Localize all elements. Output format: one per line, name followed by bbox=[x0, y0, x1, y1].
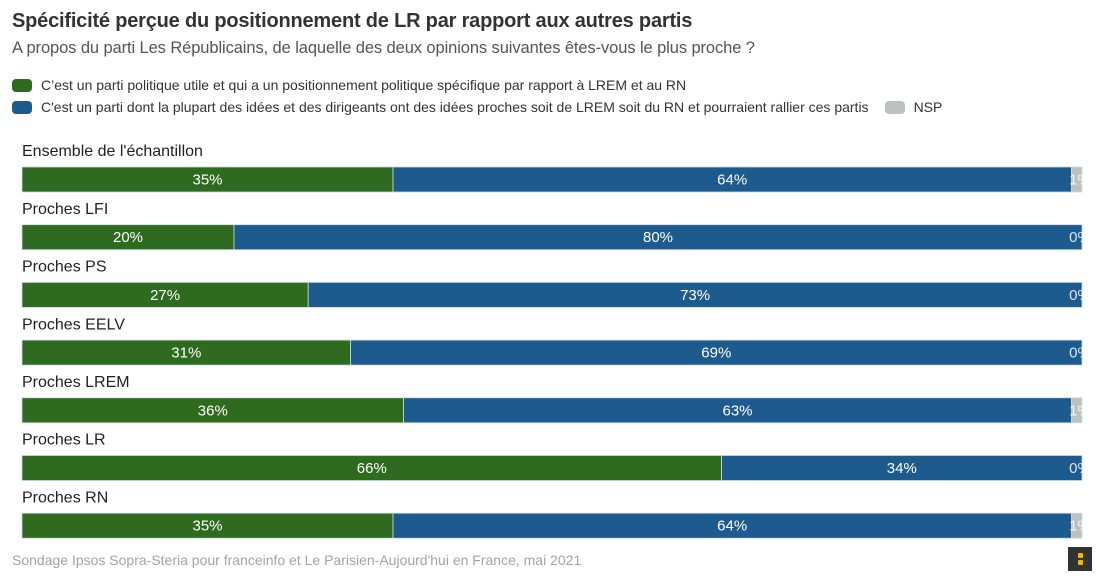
category-label: Proches PS bbox=[22, 259, 106, 276]
bar-row-proches-lr: Proches LR 66% 34% 0% bbox=[21, 432, 1091, 481]
legend-row-2: C'est un parti dont la plupart des idées… bbox=[12, 96, 958, 118]
data-label-proches-lrem-rn: 80% bbox=[643, 229, 673, 246]
bar-row-proches-lrem: Proches LREM 36% 63% 1% bbox=[21, 374, 1091, 424]
legend-swatch-grey bbox=[884, 100, 905, 114]
legend-label: C’est un parti politique utile et qui a … bbox=[41, 77, 687, 93]
bar-segment-utile[interactable] bbox=[21, 339, 352, 366]
legend-item-utile[interactable]: C’est un parti politique utile et qui a … bbox=[12, 77, 686, 93]
bar-segment-proches-lrem-rn[interactable] bbox=[392, 512, 1072, 539]
bar-segment-utile[interactable] bbox=[21, 224, 235, 251]
bar-segment-proches-lrem-rn[interactable] bbox=[350, 339, 1083, 366]
chart-title: Spécificité perçue du positionnement de … bbox=[12, 10, 693, 32]
category-label: Ensemble de l'échantillon bbox=[22, 143, 203, 160]
logo-dot bbox=[1077, 560, 1083, 565]
data-label-proches-lrem-rn: 64% bbox=[717, 518, 747, 535]
legend-item-nsp[interactable]: NSP bbox=[884, 99, 943, 115]
data-label-utile: 31% bbox=[171, 345, 201, 362]
category-label: Proches LR bbox=[22, 432, 106, 449]
data-label-proches-lrem-rn: 64% bbox=[717, 171, 747, 188]
bar-segment-utile[interactable] bbox=[21, 512, 394, 539]
legend-item-proches[interactable]: C'est un parti dont la plupart des idées… bbox=[12, 99, 869, 115]
data-label-nsp: 0% bbox=[1069, 460, 1091, 477]
legend: C’est un parti politique utile et qui a … bbox=[12, 74, 958, 118]
category-label: Proches RN bbox=[22, 489, 108, 506]
bar-segment-proches-lrem-rn[interactable] bbox=[233, 224, 1083, 251]
logo-dot bbox=[1077, 553, 1083, 558]
legend-swatch-blue bbox=[12, 100, 32, 114]
bar-segment-proches-lrem-rn[interactable] bbox=[307, 281, 1083, 308]
data-label-proches-lrem-rn: 73% bbox=[680, 287, 710, 304]
data-label-utile: 35% bbox=[192, 518, 222, 535]
bar-row-proches-rn: Proches RN 35% 64% 1% bbox=[21, 489, 1091, 539]
data-label-nsp: 0% bbox=[1069, 229, 1091, 246]
bar-row-proches-ps: Proches PS 27% 73% 0% bbox=[21, 259, 1091, 308]
data-label-proches-lrem-rn: 69% bbox=[701, 345, 731, 362]
data-label-proches-lrem-rn: 63% bbox=[722, 402, 752, 419]
data-label-nsp: 1% bbox=[1069, 171, 1091, 188]
category-label: Proches LFI bbox=[22, 201, 108, 218]
data-label-nsp: 1% bbox=[1069, 402, 1091, 419]
bar-segment-utile[interactable] bbox=[21, 455, 722, 481]
data-label-utile: 20% bbox=[113, 229, 143, 246]
bar-segment-utile[interactable] bbox=[21, 397, 405, 424]
chart-subtitle: A propos du parti Les Républicains, de l… bbox=[12, 39, 755, 57]
data-label-utile: 66% bbox=[357, 460, 387, 477]
legend-row-1: C’est un parti politique utile et qui a … bbox=[12, 74, 958, 96]
bar-segment-utile[interactable] bbox=[21, 166, 394, 193]
data-label-nsp: 1% bbox=[1069, 518, 1091, 535]
bar-segment-nsp[interactable] bbox=[1071, 397, 1083, 424]
data-label-nsp: 0% bbox=[1069, 345, 1091, 362]
legend-label: NSP bbox=[913, 99, 943, 115]
bar-row-proches-lfi: Proches LFI 20% 80% 0% bbox=[21, 201, 1091, 251]
bar-segment-utile[interactable] bbox=[21, 281, 309, 308]
flourish-logo-icon[interactable] bbox=[1068, 547, 1092, 571]
legend-label: C'est un parti dont la plupart des idées… bbox=[41, 99, 869, 115]
legend-swatch-green bbox=[12, 78, 32, 92]
bar-row-ensemble-de-l-echantillon: Ensemble de l'échantillon 35% 64% 1% bbox=[21, 143, 1091, 193]
bar-row-proches-eelv: Proches EELV 31% 69% 0% bbox=[21, 316, 1091, 366]
bar-segment-proches-lrem-rn[interactable] bbox=[392, 166, 1072, 193]
data-label-utile: 35% bbox=[192, 171, 222, 188]
bar-segment-nsp[interactable] bbox=[1071, 166, 1083, 193]
category-label: Proches EELV bbox=[22, 316, 125, 333]
source-note: Sondage Ipsos Sopra-Steria pour francein… bbox=[12, 552, 582, 568]
data-label-utile: 36% bbox=[198, 402, 228, 419]
data-label-proches-lrem-rn: 34% bbox=[887, 460, 917, 477]
category-label: Proches LREM bbox=[22, 374, 130, 391]
data-label-utile: 27% bbox=[150, 287, 180, 304]
bar-segment-nsp[interactable] bbox=[1071, 512, 1083, 539]
data-label-nsp: 0% bbox=[1069, 287, 1091, 304]
bar-segment-proches-lrem-rn[interactable] bbox=[721, 455, 1083, 481]
bar-segment-proches-lrem-rn[interactable] bbox=[403, 397, 1072, 424]
